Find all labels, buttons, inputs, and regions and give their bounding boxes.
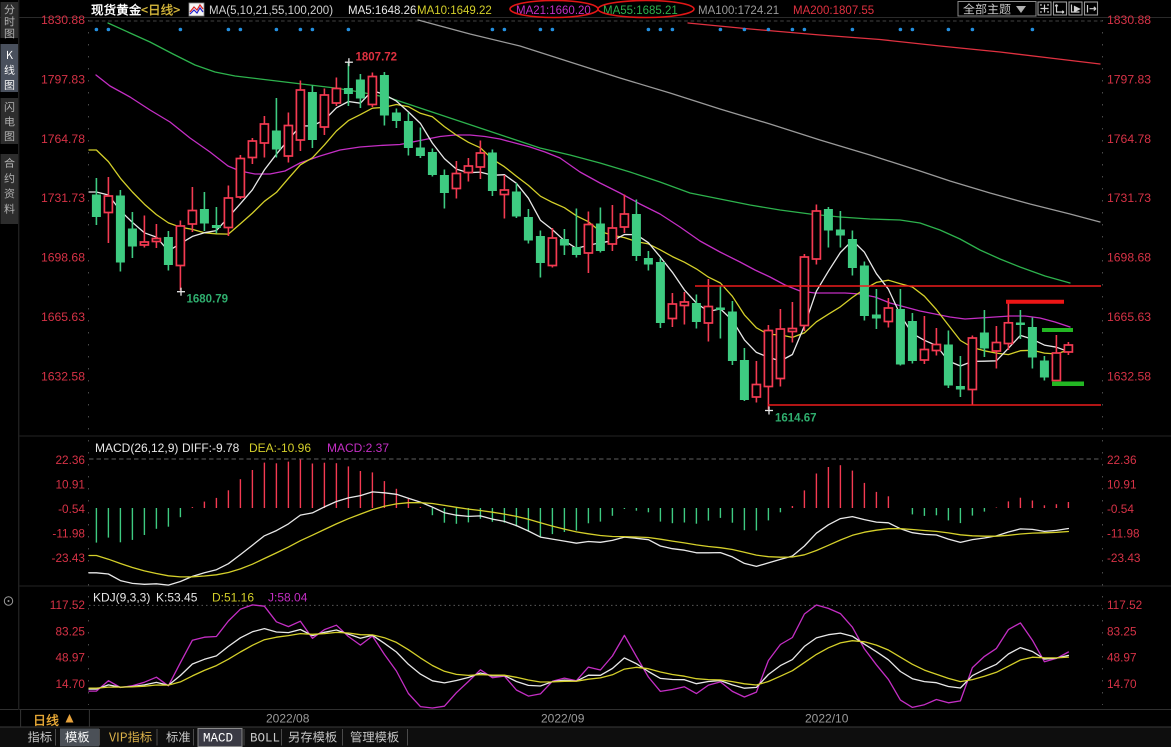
svg-text:2022/08: 2022/08 xyxy=(266,712,310,726)
svg-text:1731.73: 1731.73 xyxy=(41,191,85,205)
svg-text:22.36: 22.36 xyxy=(55,453,85,467)
svg-text:-0.54: -0.54 xyxy=(58,502,85,516)
svg-text:1764.78: 1764.78 xyxy=(1107,132,1151,146)
svg-text:1698.68: 1698.68 xyxy=(41,251,85,265)
svg-text:14.70: 14.70 xyxy=(55,677,85,691)
svg-text:1830.88: 1830.88 xyxy=(1107,13,1151,27)
svg-text:83.25: 83.25 xyxy=(1107,624,1137,638)
svg-text:1632.58: 1632.58 xyxy=(1107,369,1151,383)
svg-text:1665.63: 1665.63 xyxy=(1107,310,1151,324)
svg-text:MACD: MACD xyxy=(203,732,233,746)
svg-text:K:53.45: K:53.45 xyxy=(156,591,198,605)
svg-text:MACD:2.37: MACD:2.37 xyxy=(327,441,389,455)
svg-text:83.25: 83.25 xyxy=(55,624,85,638)
svg-text:1731.73: 1731.73 xyxy=(1107,191,1151,205)
svg-text:KDJ(9,3,3): KDJ(9,3,3) xyxy=(93,591,150,605)
svg-text:1614.67: 1614.67 xyxy=(775,413,817,425)
svg-text:1680.79: 1680.79 xyxy=(187,294,229,306)
svg-text:1807.72: 1807.72 xyxy=(356,52,398,64)
svg-text:48.97: 48.97 xyxy=(55,651,85,665)
svg-text:1797.83: 1797.83 xyxy=(41,72,85,86)
svg-text:MA21:1660.20: MA21:1660.20 xyxy=(516,5,591,17)
svg-text:1764.78: 1764.78 xyxy=(41,132,85,146)
svg-text:48.97: 48.97 xyxy=(1107,651,1137,665)
svg-text:MA(5,10,21,55,100,200): MA(5,10,21,55,100,200) xyxy=(209,5,333,17)
svg-text:-23.43: -23.43 xyxy=(1107,551,1141,565)
svg-text:117.52: 117.52 xyxy=(50,598,85,612)
svg-text:117.52: 117.52 xyxy=(1107,598,1142,612)
svg-text:2022/09: 2022/09 xyxy=(541,712,585,726)
svg-text:10.91: 10.91 xyxy=(55,478,85,492)
svg-text:22.36: 22.36 xyxy=(1107,453,1137,467)
svg-text:1665.63: 1665.63 xyxy=(41,310,85,324)
svg-text:-11.98: -11.98 xyxy=(52,527,85,541)
svg-text:MA100:1724.21: MA100:1724.21 xyxy=(698,5,779,17)
svg-text:1698.68: 1698.68 xyxy=(1107,251,1151,265)
svg-text:14.70: 14.70 xyxy=(1107,677,1137,691)
svg-text:2022/10: 2022/10 xyxy=(805,712,849,726)
svg-text:1830.88: 1830.88 xyxy=(41,13,85,27)
svg-text:D:51.16: D:51.16 xyxy=(212,591,254,605)
svg-text:MA200:1807.55: MA200:1807.55 xyxy=(793,5,874,17)
svg-text:-11.98: -11.98 xyxy=(1107,527,1140,541)
svg-text:MA55:1685.21: MA55:1685.21 xyxy=(603,5,678,17)
svg-text:MACD(26,12,9): MACD(26,12,9) xyxy=(95,441,178,455)
svg-text:MA10:1649.22: MA10:1649.22 xyxy=(417,5,492,17)
svg-text:DEA:-10.96: DEA:-10.96 xyxy=(249,441,311,455)
svg-text:1797.83: 1797.83 xyxy=(1107,72,1151,86)
svg-text:-0.54: -0.54 xyxy=(1107,502,1134,516)
svg-text:MA5:1648.26: MA5:1648.26 xyxy=(348,5,416,17)
svg-text:BOLL: BOLL xyxy=(250,732,280,746)
svg-text:DIFF:-9.78: DIFF:-9.78 xyxy=(182,441,240,455)
svg-text:J:58.04: J:58.04 xyxy=(268,591,308,605)
svg-text:1632.58: 1632.58 xyxy=(41,369,85,383)
svg-text:-23.43: -23.43 xyxy=(52,551,86,565)
svg-text:10.91: 10.91 xyxy=(1107,478,1137,492)
